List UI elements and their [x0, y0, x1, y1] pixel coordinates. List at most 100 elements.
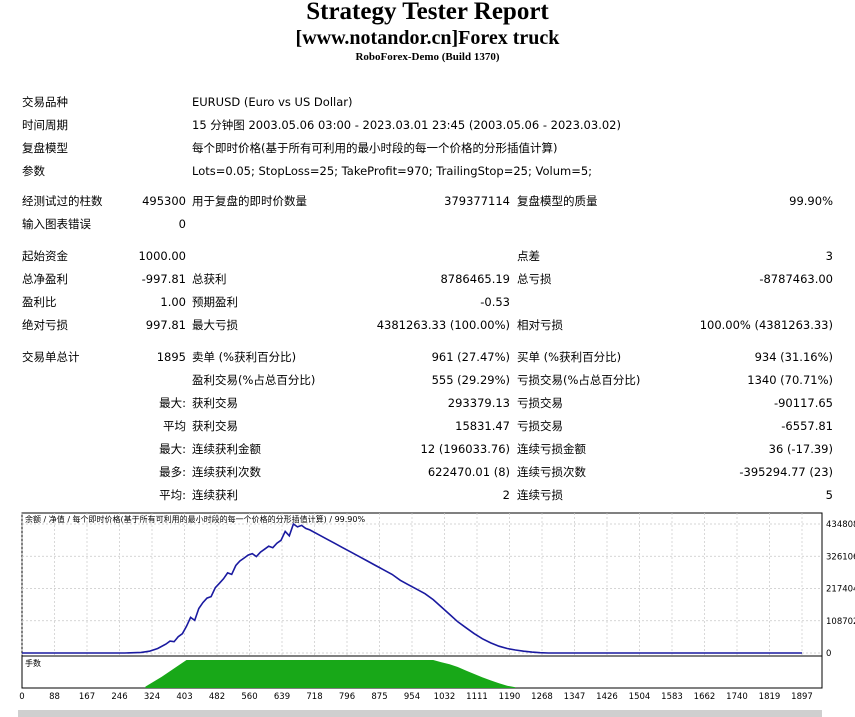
symbol-label: 交易品种 [22, 95, 68, 109]
x-tick-label: 1032 [434, 692, 456, 702]
profit-trades-label: 盈利交易(%占总百分比) [192, 373, 316, 387]
x-tick-label: 954 [404, 692, 420, 702]
x-tick-label: 1426 [596, 692, 618, 702]
x-tick-label: 1111 [466, 692, 488, 702]
volume-area [145, 660, 516, 688]
profit-trades-value: 555 (29.29%) [431, 373, 510, 387]
max-consec-losses-value: 36 (-17.39) [768, 442, 833, 456]
max-drawdown-value: 4381263.33 (100.00%) [376, 318, 510, 332]
avg-profit-value: 15831.47 [455, 419, 510, 433]
avg-consec-losses-value: 5 [825, 488, 833, 502]
period-value: 15 分钟图 2003.05.06 03:00 - 2023.03.01 23:… [192, 118, 621, 132]
x-tick-label: 482 [209, 692, 225, 702]
y-tick-label: 1087022 [826, 617, 855, 627]
net-profit-label: 总净盈利 [22, 272, 68, 286]
largest-profit-label: 获利交易 [192, 396, 238, 410]
x-tick-label: 1897 [791, 692, 813, 702]
x-tick-label: 1190 [499, 692, 521, 702]
largest-profit-value: 293379.13 [447, 396, 510, 410]
max-consec-profit-value: 622470.01 (8) [427, 465, 510, 479]
x-axis-ticks: 0 88 167 246 324 403 482 560 639 718 796 875 954 1032… [19, 692, 813, 702]
x-tick-label: 1740 [726, 692, 748, 702]
model-label: 复盘模型 [22, 141, 68, 155]
long-trades-label: 买单 (%获利百分比) [517, 350, 622, 364]
gross-loss-value: -8787463.00 [759, 272, 833, 286]
spread-label: 点差 [517, 249, 540, 263]
server-build: RoboForex-Demo (Build 1370) [355, 51, 500, 63]
volume-label: 手数 [25, 658, 41, 668]
max-consec-loss-value: -395294.77 (23) [739, 465, 833, 479]
avg-consec-wins-value: 2 [502, 488, 510, 502]
x-tick-label: 0 [19, 692, 24, 702]
maximal-prefix: 最多: [159, 465, 186, 479]
y-axis-ticks: 4348089 3261067 2174045 1087022 0 [826, 520, 855, 659]
avg-consec-losses-label: 连续亏损 [517, 488, 563, 502]
spread-value: 3 [825, 249, 833, 263]
balance-chart: 4348089 3261067 2174045 1087022 0 余额 / 净值 / … [19, 512, 855, 702]
x-tick-label: 796 [339, 692, 355, 702]
grid-horizontal [22, 523, 822, 654]
gross-profit-value: 8786465.19 [440, 272, 510, 286]
net-profit-value: -997.81 [141, 272, 186, 286]
params-value: Lots=0.05; StopLoss=25; TakeProfit=970; … [192, 164, 593, 178]
deposit-value: 1000.00 [138, 249, 186, 263]
plot-frame [21, 512, 823, 658]
period-label: 时间周期 [22, 118, 68, 132]
model-value: 每个即时价格(基于所有可利用的最小时段的每一个价格的分形插值计算) [192, 141, 558, 155]
bars-value: 495300 [142, 194, 186, 208]
avg-profit-label: 获利交易 [192, 419, 238, 433]
x-tick-label: 1268 [531, 692, 553, 702]
bars-label: 经测试过的柱数 [22, 194, 103, 208]
ticks-label: 用于复盘的即时价数量 [192, 194, 307, 208]
expected-payoff-label: 预期盈利 [192, 295, 238, 309]
errors-label: 输入图表错误 [22, 217, 91, 231]
max-drawdown-label: 最大亏损 [192, 318, 238, 332]
symbol-value: EURUSD (Euro vs US Dollar) [192, 95, 353, 109]
x-tick-label: 718 [306, 692, 322, 702]
quality-label: 复盘模型的质量 [517, 194, 598, 208]
abs-drawdown-value: 997.81 [145, 318, 186, 332]
largest-prefix: 最大: [159, 396, 186, 410]
short-trades-value: 961 (27.47%) [431, 350, 510, 364]
avg-loss-label: 亏损交易 [517, 419, 563, 433]
report-title: Strategy Tester Report [306, 0, 549, 25]
y-tick-label: 2174045 [826, 585, 855, 595]
largest-loss-value: -90117.65 [773, 396, 833, 410]
y-tick-label: 4348089 [826, 520, 855, 530]
short-trades-label: 卖单 (%获利百分比) [192, 350, 297, 364]
rel-drawdown-label: 相对亏损 [517, 318, 563, 332]
deposit-label: 起始资金 [22, 249, 68, 263]
report-subtitle: [www.notandor.cn]Forex truck [295, 27, 560, 49]
horizontal-scrollbar[interactable] [18, 710, 822, 717]
long-trades-value: 934 (31.16%) [754, 350, 833, 364]
params-label: 参数 [22, 164, 45, 178]
largest-loss-label: 亏损交易 [517, 396, 563, 410]
max-consec-wins-label: 连续获利金额 [192, 442, 261, 456]
x-tick-label: 1583 [661, 692, 683, 702]
avg-loss-value: -6557.81 [781, 419, 833, 433]
x-tick-label: 1819 [759, 692, 781, 702]
quality-value: 99.90% [789, 194, 833, 208]
max-consec-loss-label: 连续亏损次数 [517, 465, 586, 479]
x-tick-label: 875 [371, 692, 387, 702]
x-tick-label: 403 [176, 692, 192, 702]
x-tick-label: 246 [111, 692, 127, 702]
profit-factor-label: 盈利比 [22, 295, 57, 309]
ticks-value: 379377114 [444, 194, 510, 208]
balance-line [22, 522, 802, 654]
maximum-prefix: 最大: [159, 442, 186, 456]
x-tick-label: 560 [241, 692, 257, 702]
x-tick-label: 1347 [564, 692, 586, 702]
max-consec-losses-label: 连续亏损金额 [517, 442, 586, 456]
chart-legend: 余额 / 净值 / 每个即时价格(基于所有可利用的最小时段的每一个价格的分形插值… [25, 514, 365, 524]
abs-drawdown-label: 绝对亏损 [22, 318, 68, 332]
x-tick-label: 88 [49, 692, 60, 702]
expected-payoff-value: -0.53 [480, 295, 510, 309]
x-tick-label: 1504 [629, 692, 651, 702]
x-tick-label: 167 [79, 692, 95, 702]
x-tick-label: 1662 [694, 692, 716, 702]
max-consec-wins-value: 12 (196033.76) [420, 442, 510, 456]
gross-loss-label: 总亏损 [517, 272, 552, 286]
average2-prefix: 平均: [159, 488, 186, 502]
x-tick-label: 639 [274, 692, 290, 702]
